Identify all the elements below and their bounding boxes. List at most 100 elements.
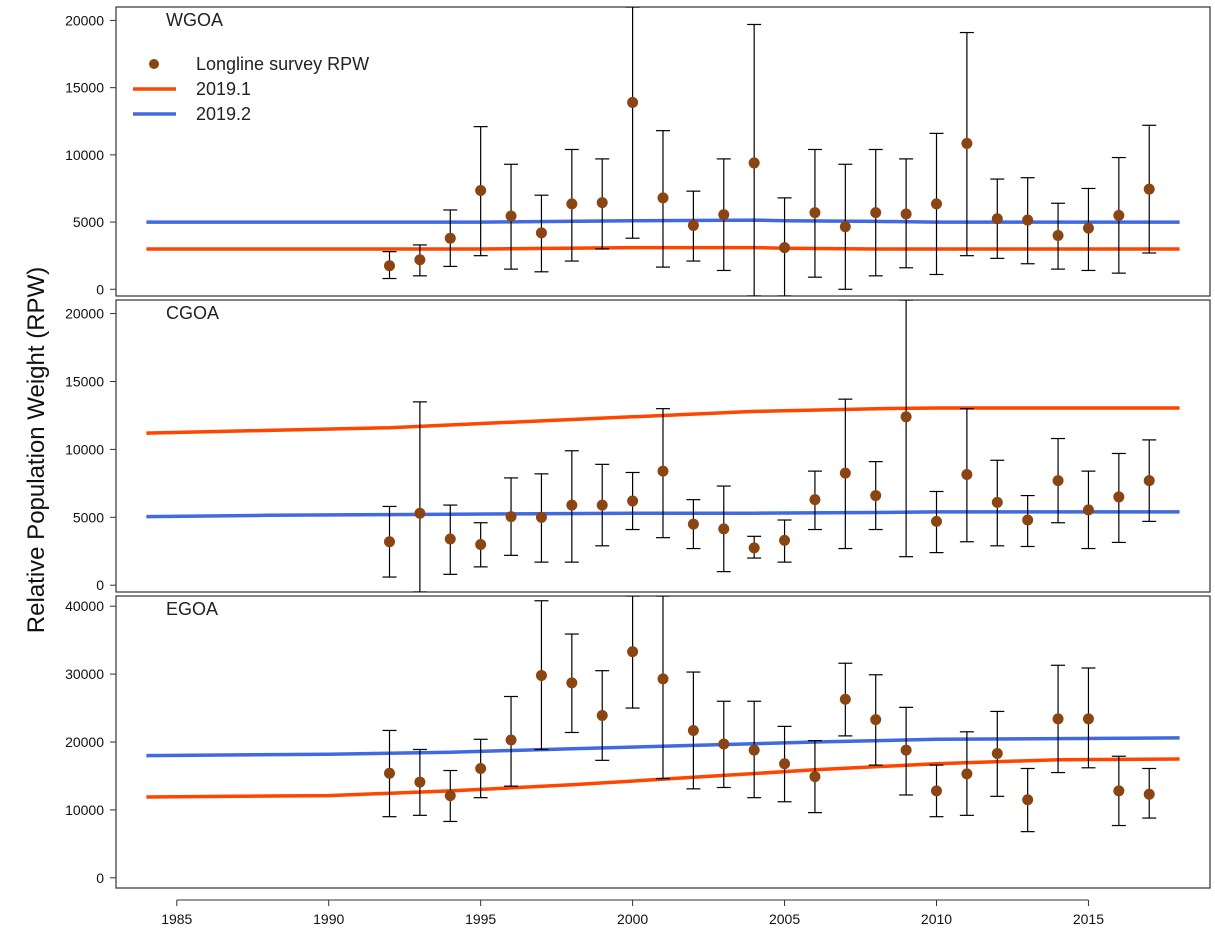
survey-point bbox=[1022, 214, 1034, 226]
y-tick-label: 0 bbox=[96, 870, 104, 886]
survey-point bbox=[657, 673, 669, 685]
survey-point bbox=[1052, 230, 1064, 242]
survey-point bbox=[384, 536, 395, 548]
survey-point bbox=[870, 207, 882, 219]
survey-point bbox=[1113, 491, 1125, 503]
survey-point bbox=[748, 157, 760, 169]
y-tick-label: 10000 bbox=[65, 147, 104, 163]
panel-wgoa: WGOA 0 5000 10000 15000 20000 bbox=[65, 6, 1211, 297]
survey-point bbox=[809, 494, 821, 506]
survey-point bbox=[718, 738, 730, 750]
legend-label: 2019.2 bbox=[196, 104, 251, 124]
survey-point bbox=[991, 748, 1003, 760]
x-tick-label: 2005 bbox=[769, 911, 800, 927]
y-tick-label: 30000 bbox=[65, 666, 104, 682]
survey-point bbox=[718, 523, 730, 535]
x-tick-label: 2015 bbox=[1073, 911, 1104, 927]
y-tick-label: 20000 bbox=[65, 734, 104, 750]
survey-point bbox=[505, 511, 517, 523]
survey-point bbox=[566, 499, 578, 511]
chart-panels: WGOA 0 5000 10000 15000 20000 CGOA 0 5000 10000 15… bbox=[65, 6, 1211, 889]
survey-point bbox=[870, 490, 882, 502]
survey-point bbox=[748, 744, 760, 756]
survey-point bbox=[414, 254, 426, 266]
survey-point bbox=[687, 724, 699, 736]
model-line-2019-2 bbox=[146, 218, 1180, 224]
survey-point bbox=[444, 790, 456, 802]
survey-point bbox=[1052, 713, 1064, 725]
model-line-2019-1 bbox=[146, 406, 1180, 435]
survey-point bbox=[414, 776, 426, 788]
survey-point bbox=[900, 744, 912, 756]
survey-point bbox=[779, 242, 791, 254]
survey-point bbox=[596, 710, 608, 722]
survey-point bbox=[1022, 794, 1034, 806]
y-tick-label: 5000 bbox=[73, 214, 104, 230]
panel-frame bbox=[115, 6, 1211, 297]
survey-point bbox=[535, 669, 547, 681]
survey-point bbox=[414, 507, 426, 519]
survey-point bbox=[839, 221, 851, 233]
model-line-2019-1 bbox=[146, 245, 1180, 251]
legend-label: Longline survey RPW bbox=[196, 54, 369, 74]
survey-point bbox=[779, 758, 791, 770]
survey-point bbox=[931, 515, 942, 527]
survey-point bbox=[566, 677, 578, 689]
survey-point bbox=[1052, 475, 1064, 487]
survey-point bbox=[687, 518, 699, 530]
legend-label: 2019.1 bbox=[196, 79, 251, 99]
survey-point bbox=[931, 198, 942, 210]
survey-point bbox=[596, 499, 608, 511]
y-tick-label: 20000 bbox=[65, 306, 104, 322]
panel-label: WGOA bbox=[166, 10, 223, 30]
survey-point bbox=[839, 467, 851, 479]
y-tick-label: 15000 bbox=[65, 373, 104, 389]
y-tick-label: 10000 bbox=[65, 441, 104, 457]
survey-point bbox=[596, 197, 608, 209]
y-tick-label: 5000 bbox=[73, 509, 104, 525]
x-tick-label: 2000 bbox=[617, 911, 648, 927]
survey-point bbox=[535, 227, 547, 239]
survey-point bbox=[870, 714, 882, 726]
survey-point bbox=[1143, 183, 1155, 195]
survey-point bbox=[991, 496, 1003, 508]
survey-point bbox=[1022, 514, 1034, 526]
survey-point bbox=[475, 762, 487, 774]
survey-point bbox=[900, 208, 912, 220]
x-tick-label: 2010 bbox=[921, 911, 952, 927]
survey-point bbox=[1143, 475, 1155, 487]
survey-point bbox=[627, 96, 639, 108]
x-tick-label: 1990 bbox=[313, 911, 344, 927]
panel-cgoa: CGOA 0 5000 10000 15000 20000 bbox=[65, 299, 1211, 593]
survey-point bbox=[1143, 788, 1155, 800]
panel-plot-area bbox=[146, 596, 1180, 833]
survey-point bbox=[961, 137, 973, 149]
survey-point bbox=[384, 767, 395, 779]
survey-point bbox=[475, 538, 487, 550]
panel-plot-area bbox=[146, 7, 1180, 296]
survey-point bbox=[475, 184, 487, 196]
legend-item-longline-survey: Longline survey RPW bbox=[149, 54, 369, 74]
legend-item-2019-2: 2019.2 bbox=[133, 104, 251, 124]
y-tick-label: 40000 bbox=[65, 598, 104, 614]
survey-point bbox=[505, 210, 517, 222]
survey-point bbox=[718, 209, 730, 221]
survey-point bbox=[384, 260, 395, 272]
panel-plot-area bbox=[146, 300, 1180, 592]
survey-point bbox=[809, 207, 821, 219]
y-tick-label: 20000 bbox=[65, 12, 104, 28]
survey-point bbox=[1082, 504, 1094, 516]
survey-point bbox=[779, 534, 791, 546]
survey-point bbox=[505, 734, 517, 746]
survey-point bbox=[627, 646, 639, 658]
legend-item-2019-1: 2019.1 bbox=[133, 79, 251, 99]
survey-point bbox=[748, 542, 760, 554]
y-tick-label: 0 bbox=[96, 281, 104, 297]
survey-point bbox=[444, 533, 456, 545]
survey-point bbox=[900, 411, 912, 423]
survey-point bbox=[535, 511, 547, 523]
survey-point bbox=[566, 198, 578, 210]
survey-point bbox=[627, 495, 639, 507]
survey-point bbox=[1082, 222, 1094, 234]
